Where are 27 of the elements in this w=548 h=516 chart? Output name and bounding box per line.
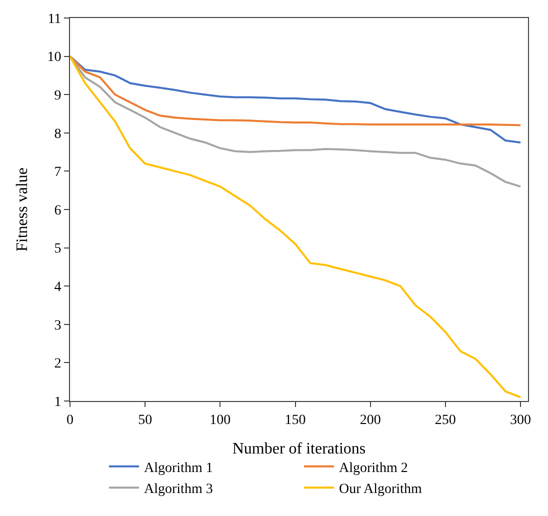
x-tick-label: 50 xyxy=(138,412,152,428)
x-tick-label: 100 xyxy=(210,412,231,428)
legend-label: Algorithm 1 xyxy=(144,460,213,476)
legend-label: Algorithm 2 xyxy=(339,460,408,476)
line-series xyxy=(70,55,522,398)
x-axis-title: Number of iterations xyxy=(232,440,366,458)
y-tick-label: 7 xyxy=(54,165,62,180)
x-tick-label: 0 xyxy=(66,412,74,428)
line-series xyxy=(70,55,522,126)
y-tick-label: 5 xyxy=(54,242,62,257)
y-tick-label: 10 xyxy=(47,50,62,66)
y-axis-title: Fitness value xyxy=(14,168,32,252)
y-tick-label: 11 xyxy=(48,12,62,27)
x-tick-label: 250 xyxy=(434,412,456,428)
y-tick-label: 8 xyxy=(54,126,62,142)
legend-label: Algorithm 3 xyxy=(144,482,213,498)
x-tick-label: 150 xyxy=(284,412,306,428)
x-tick-label: 200 xyxy=(360,412,381,428)
y-tick-label: 4 xyxy=(54,280,62,295)
x-tick-label: 300 xyxy=(510,412,531,428)
y-tick-label: 2 xyxy=(54,356,62,372)
line-series xyxy=(70,55,522,188)
y-tick-label: 6 xyxy=(54,203,62,218)
y-tick-label: 9 xyxy=(54,88,62,104)
legend-label: Our Algorithm xyxy=(339,482,422,498)
y-tick-label: 1 xyxy=(54,394,62,410)
y-tick-label: 3 xyxy=(54,318,62,334)
